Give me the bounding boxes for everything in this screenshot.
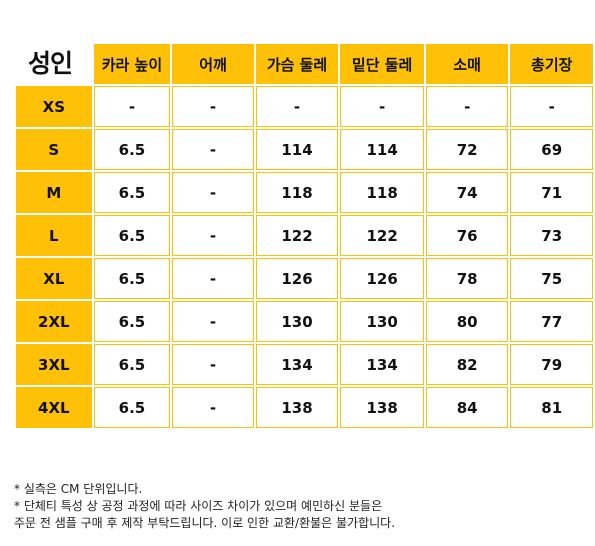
size-chart-table: 카라 높이 어깨 가슴 둘레 밑단 둘레 소매 총기장 XS - - - - - - S 6.5… xyxy=(14,42,595,430)
column-header-total-length: 총기장 xyxy=(510,44,593,84)
table-cell: 6.5 xyxy=(93,387,171,428)
column-header-sleeve: 소매 xyxy=(425,44,509,84)
table-cell: 126 xyxy=(340,258,424,299)
table-cell: 6.5 xyxy=(93,215,171,256)
table-cell: - xyxy=(340,86,424,127)
table-cell: 122 xyxy=(340,215,424,256)
table-cell: - xyxy=(93,86,171,127)
table-cell: - xyxy=(255,86,339,127)
row-header-size: L xyxy=(16,215,92,256)
table-row: XS - - - - - - xyxy=(16,86,593,127)
table-cell: 130 xyxy=(255,301,339,342)
table-cell: 78 xyxy=(425,258,509,299)
page-title: 성인 xyxy=(28,49,73,78)
table-cell: 79 xyxy=(510,344,593,385)
table-cell: - xyxy=(172,387,254,428)
notes: * 실측은 CM 단위입니다. * 단체티 특성 상 공정 과정에 따라 사이즈… xyxy=(14,481,395,532)
table-row: XL 6.5-126 126 78 75 xyxy=(16,258,593,299)
table-cell: 77 xyxy=(510,301,593,342)
table-cell: - xyxy=(172,129,254,170)
note-line: * 단체티 특성 상 공정 과정에 따라 사이즈 차이가 있으며 예민하신 분들… xyxy=(14,499,383,513)
column-header-collar-height: 카라 높이 xyxy=(93,44,171,84)
table-cell: 126 xyxy=(255,258,339,299)
table-cell: 6.5 xyxy=(93,258,171,299)
table-row: M 6.5-118 118 74 71 xyxy=(16,172,593,213)
table-row: L 6.5-122 122 76 73 xyxy=(16,215,593,256)
table-cell: 74 xyxy=(425,172,509,213)
table-cell: - xyxy=(510,86,593,127)
column-header-chest: 가슴 둘레 xyxy=(255,44,339,84)
row-header-size: XS xyxy=(16,86,92,127)
column-header-hem: 밑단 둘레 xyxy=(340,44,424,84)
table-cell: - xyxy=(172,86,254,127)
note-line: 주문 전 샘플 구매 후 제작 부탁드립니다. 이로 인한 교환/환불은 불가합… xyxy=(14,516,396,530)
table-cell: - xyxy=(425,86,509,127)
table-row: 2XL 6.5-130 130 80 77 xyxy=(16,301,593,342)
table-cell: 114 xyxy=(255,129,339,170)
table-cell: - xyxy=(172,344,254,385)
table-cell: 134 xyxy=(255,344,339,385)
row-header-size: 4XL xyxy=(16,387,92,428)
table-cell: 134 xyxy=(340,344,424,385)
table-row: S 6.5-114 114 72 69 xyxy=(16,129,593,170)
table-cell: 122 xyxy=(255,215,339,256)
row-header-size: 3XL xyxy=(16,344,92,385)
table-cell: 114 xyxy=(340,129,424,170)
table-cell: 6.5 xyxy=(93,344,171,385)
table-cell: 118 xyxy=(340,172,424,213)
row-header-size: M xyxy=(16,172,92,213)
column-header-shoulder: 어깨 xyxy=(172,44,254,84)
table-cell: 6.5 xyxy=(93,129,171,170)
table-cell: 76 xyxy=(425,215,509,256)
row-header-size: S xyxy=(16,129,92,170)
table-cell: - xyxy=(172,258,254,299)
table-cell: 75 xyxy=(510,258,593,299)
table-cell: 6.5 xyxy=(93,301,171,342)
table-cell: 71 xyxy=(510,172,593,213)
table-cell: 84 xyxy=(425,387,509,428)
table-cell: 118 xyxy=(255,172,339,213)
corner-cell xyxy=(16,44,92,84)
table-row: 4XL 6.5-138 138 84 81 xyxy=(16,387,593,428)
note-line: * 실측은 CM 단위입니다. xyxy=(14,482,143,496)
table-cell: - xyxy=(172,172,254,213)
table-cell: 82 xyxy=(425,344,509,385)
row-header-size: XL xyxy=(16,258,92,299)
table-row: 3XL 6.5-134 134 82 79 xyxy=(16,344,593,385)
table-cell: - xyxy=(172,301,254,342)
table-cell: 130 xyxy=(340,301,424,342)
header-row: 카라 높이 어깨 가슴 둘레 밑단 둘레 소매 총기장 xyxy=(16,44,593,84)
table-cell: 80 xyxy=(425,301,509,342)
table-cell: - xyxy=(172,215,254,256)
table-cell: 72 xyxy=(425,129,509,170)
table-cell: 6.5 xyxy=(93,172,171,213)
table-cell: 138 xyxy=(340,387,424,428)
table-cell: 81 xyxy=(510,387,593,428)
table-cell: 69 xyxy=(510,129,593,170)
row-header-size: 2XL xyxy=(16,301,92,342)
table-cell: 138 xyxy=(255,387,339,428)
table-cell: 73 xyxy=(510,215,593,256)
